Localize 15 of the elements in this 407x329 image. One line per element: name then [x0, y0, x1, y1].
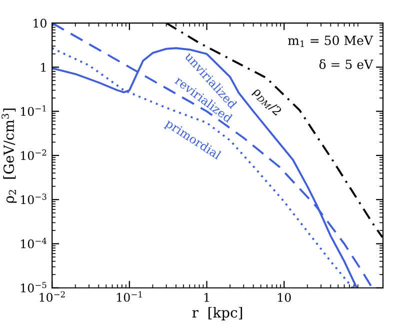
y-tick-label: 10$^{−5}$	[21, 282, 46, 292]
annotation: m$_{1}$ = 50 MeV	[288, 36, 374, 47]
y-tick-label: 10	[34, 18, 46, 28]
x-tick-label: 10	[278, 292, 291, 302]
y-tick-label: 1	[41, 62, 46, 72]
annotation: δ = 5 eV	[319, 59, 374, 70]
y-tick-label: 10$^{−3}$	[21, 194, 46, 204]
y-tick-label: 10$^{−4}$	[21, 238, 47, 248]
text: ρ$_{DM}$/2	[252, 86, 282, 118]
x-axis-title: r [kpc]	[192, 306, 242, 320]
y-tick-label: 10$^{−1}$	[21, 105, 46, 116]
y-tick-label: 10$^{−2}$	[21, 149, 46, 160]
x-tick-label: 1	[204, 292, 209, 302]
y-axis-title: ρ$_{2}$ [GeV/cm$^{3}$]	[2, 108, 17, 203]
x-tick-label: 10$^{−1}$	[117, 291, 142, 302]
